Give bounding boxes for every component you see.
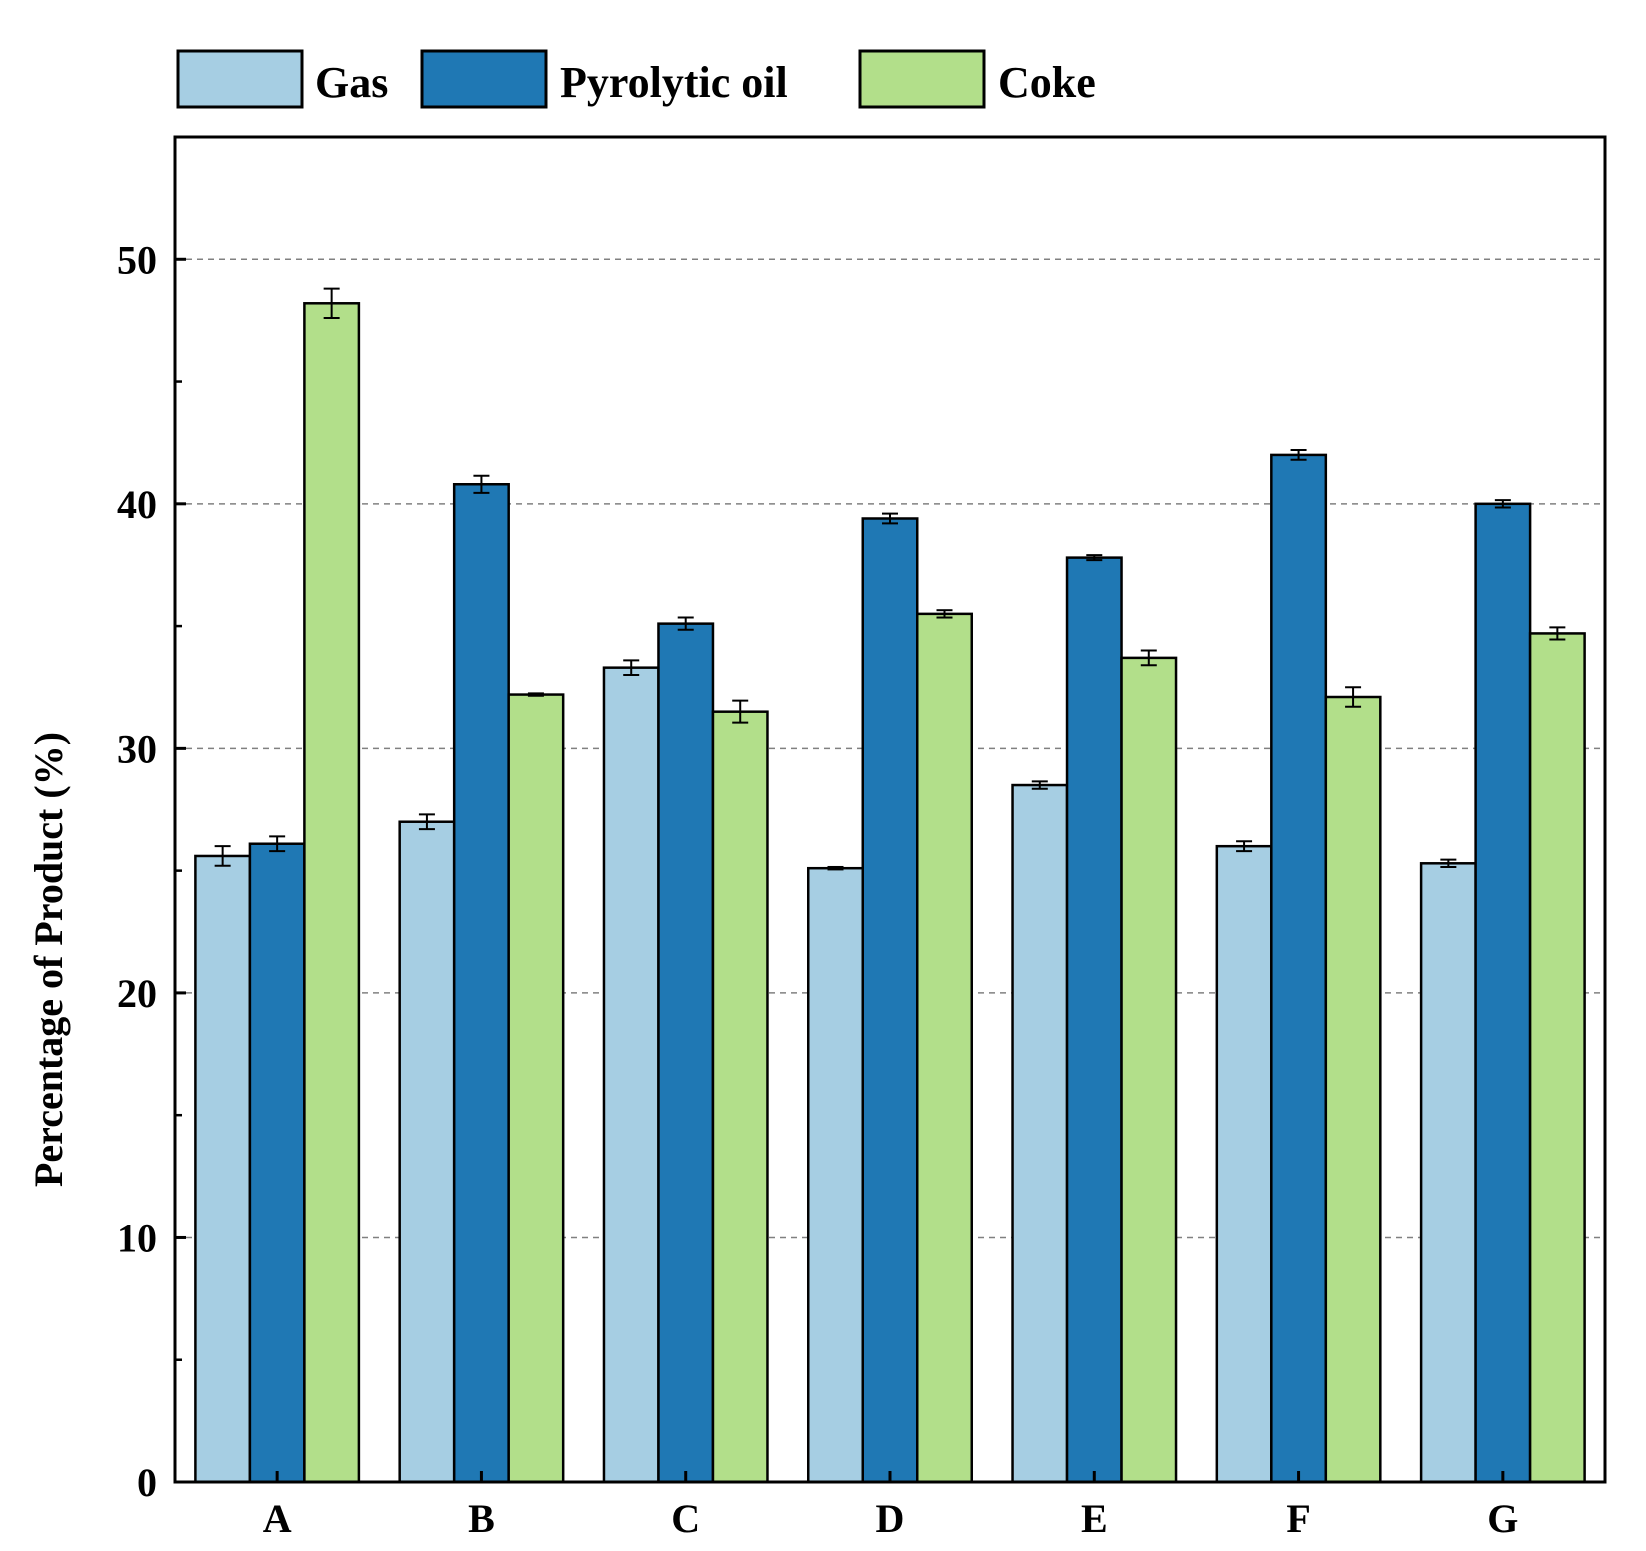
y-tick-label-0: 0: [137, 1460, 157, 1505]
error-bar-B-pyrolytic-oil: [473, 474, 490, 494]
error-bar-B-coke: [527, 692, 544, 697]
error-bar-G-pyrolytic-oil: [1494, 499, 1511, 509]
error-bar-F-coke: [1345, 686, 1362, 708]
x-tick-label-C: C: [671, 1496, 700, 1541]
bar-B-gas: [398, 820, 456, 1484]
error-bar-C-coke: [732, 699, 749, 724]
error-bar-E-gas: [1031, 780, 1048, 790]
bar-G-coke: [1528, 632, 1586, 1484]
error-bar-C-gas: [623, 659, 640, 676]
bar-E-gas: [1011, 783, 1069, 1484]
bar-D-pyrolytic-oil: [861, 517, 919, 1484]
x-tick-label-A: A: [263, 1496, 292, 1541]
bar-C-coke: [711, 710, 769, 1484]
bar-F-gas: [1215, 844, 1273, 1484]
y-tick-label-30: 30: [117, 726, 157, 771]
error-bars: [214, 287, 1566, 871]
y-tick-label-20: 20: [117, 971, 157, 1016]
legend-label-pyrolytic-oil: Pyrolytic oil: [560, 58, 788, 107]
error-bar-G-coke: [1549, 626, 1566, 641]
legend-label-gas: Gas: [315, 58, 388, 107]
legend: Gas Pyrolytic oil Coke: [176, 49, 1096, 109]
bar-F-coke: [1324, 695, 1382, 1484]
bar-D-gas: [807, 866, 864, 1484]
error-bar-G-gas: [1440, 858, 1457, 868]
legend-swatch-gas: [176, 49, 304, 109]
bar-A-pyrolytic-oil: [248, 842, 306, 1484]
legend-swatch-coke: [858, 49, 986, 109]
legend-label-coke: Coke: [998, 58, 1096, 107]
error-bar-A-gas: [214, 845, 231, 867]
error-bar-E-coke: [1140, 649, 1157, 667]
error-bar-D-gas: [827, 865, 844, 871]
x-tick-label-D: D: [876, 1496, 905, 1541]
error-bar-C-pyrolytic-oil: [677, 616, 694, 631]
y-tick-label-40: 40: [117, 482, 157, 527]
x-tick-label-G: G: [1487, 1496, 1518, 1541]
error-bar-F-gas: [1236, 840, 1253, 853]
bar-C-pyrolytic-oil: [657, 622, 715, 1484]
bar-G-pyrolytic-oil: [1474, 502, 1532, 1484]
bar-A-coke: [303, 302, 361, 1484]
error-bar-D-coke: [936, 609, 953, 619]
error-bar-E-pyrolytic-oil: [1086, 554, 1103, 562]
y-axis-title: Percentage of Product (%): [26, 732, 71, 1187]
x-tick-label-F: F: [1286, 1496, 1310, 1541]
bars: [194, 302, 1586, 1484]
y-tick-label-50: 50: [117, 237, 157, 282]
error-bar-A-coke: [323, 287, 340, 319]
bar-B-coke: [507, 693, 565, 1484]
axes: 0 10 20 30 40 50 A B C D E F G: [117, 237, 1518, 1541]
bar-E-coke: [1120, 656, 1178, 1484]
bar-E-pyrolytic-oil: [1065, 556, 1123, 1484]
error-bar-D-pyrolytic-oil: [882, 512, 898, 525]
x-tick-label-B: B: [468, 1496, 495, 1541]
error-bar-A-pyrolytic-oil: [269, 835, 286, 853]
x-tick-label-E: E: [1081, 1496, 1108, 1541]
error-bar-B-gas: [418, 813, 435, 831]
bar-C-gas: [602, 666, 660, 1484]
bar-D-coke: [916, 612, 973, 1484]
bar-B-pyrolytic-oil: [452, 483, 510, 1484]
legend-swatch-pyrolytic-oil: [420, 49, 548, 109]
bar-G-gas: [1419, 862, 1477, 1484]
error-bar-F-pyrolytic-oil: [1290, 449, 1307, 461]
bar-F-pyrolytic-oil: [1270, 453, 1328, 1484]
y-tick-label-10: 10: [117, 1215, 157, 1260]
bar-A-gas: [194, 854, 252, 1484]
